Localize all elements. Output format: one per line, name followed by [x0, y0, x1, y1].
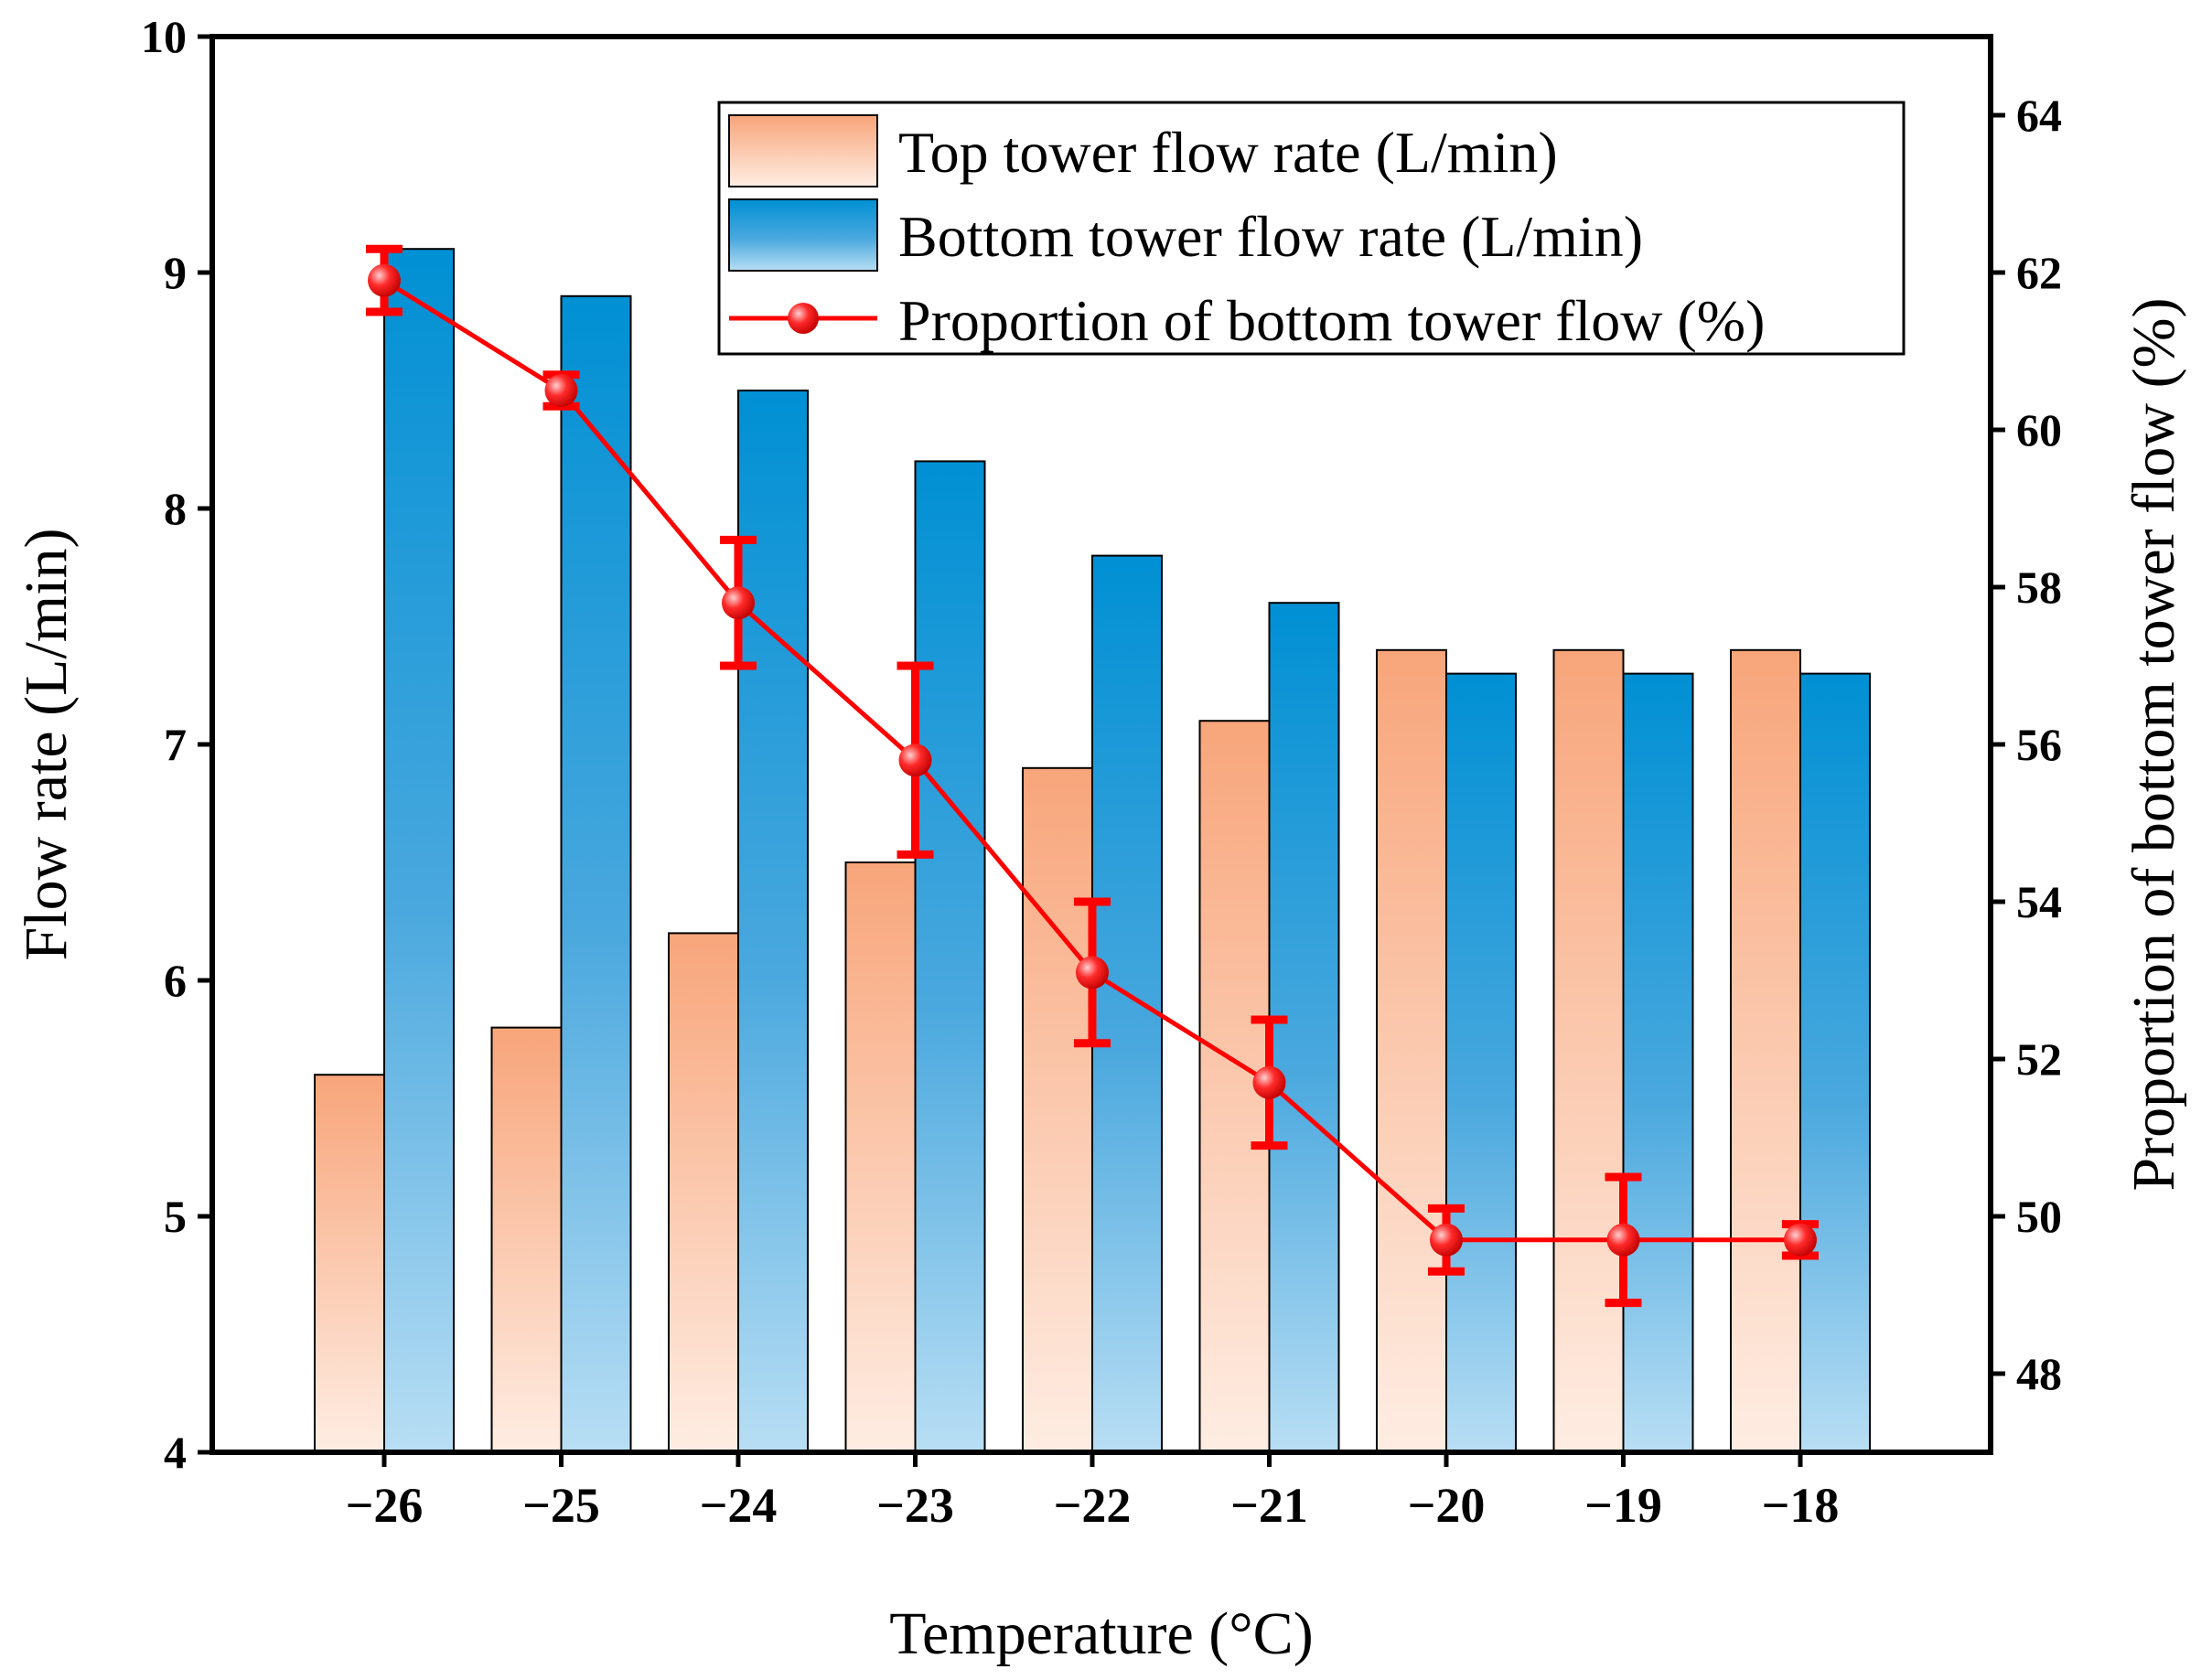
bar-bottom-tower	[1268, 602, 1340, 1453]
proportion-point	[544, 374, 578, 407]
bar-bottom-tower	[383, 248, 455, 1454]
line-layer	[366, 244, 1819, 1308]
left-tick-label: 7	[164, 719, 187, 770]
legend-label-top: Top tower flow rate (L/min)	[898, 120, 1558, 185]
legend: Top tower flow rate (L/min) Bottom tower…	[717, 101, 1906, 356]
proportion-point	[1606, 1223, 1640, 1257]
x-tick-label: −19	[1584, 1478, 1662, 1533]
y2-axis-title: Proportion of bottom tower flow (%)	[2120, 297, 2187, 1191]
right-tick-label: 64	[2016, 90, 2062, 141]
legend-swatch-top	[728, 114, 878, 187]
x-tick-label: −21	[1230, 1478, 1308, 1533]
left-tick-label: 4	[164, 1427, 187, 1478]
legend-label-proportion: Proportion of bottom tower flow (%)	[898, 288, 1765, 353]
bar-bottom-tower	[560, 294, 632, 1453]
right-tick-label: 48	[2016, 1348, 2062, 1399]
bar-top-tower	[314, 1074, 385, 1453]
x-tick-label: −18	[1762, 1478, 1840, 1533]
bar-bottom-tower	[914, 460, 986, 1453]
right-tick-label: 60	[2016, 404, 2062, 455]
left-tick-label: 5	[164, 1191, 187, 1242]
x-tick-label: −25	[522, 1478, 600, 1533]
bar-top-tower	[1730, 648, 1801, 1453]
left-tick-label: 10	[141, 11, 187, 62]
left-tick-label: 9	[164, 247, 187, 298]
right-tick-label: 54	[2016, 876, 2062, 927]
bar-bottom-tower	[1091, 554, 1163, 1453]
proportion-point	[1076, 956, 1109, 990]
bar-top-tower	[668, 932, 739, 1453]
right-tick-label: 52	[2016, 1033, 2062, 1085]
legend-label-bottom: Bottom tower flow rate (L/min)	[898, 204, 1643, 269]
left-axis: 4 5 6 7 8 9 10	[141, 11, 212, 1478]
bar-bottom-tower	[737, 390, 809, 1453]
legend-swatch-bottom	[728, 198, 878, 272]
proportion-point	[1784, 1223, 1817, 1257]
bar-bottom-tower	[1799, 672, 1871, 1453]
proportion-point	[1430, 1223, 1463, 1257]
right-tick-label: 62	[2016, 247, 2062, 298]
legend-swatch-marker	[788, 303, 819, 334]
proportion-point	[1252, 1065, 1286, 1099]
x-axis-title: Temperature (°C)	[889, 1600, 1313, 1667]
x-tick-label: −23	[876, 1478, 954, 1533]
right-tick-label: 50	[2016, 1191, 2062, 1242]
bar-top-tower	[1022, 766, 1093, 1453]
proportion-point	[368, 263, 401, 297]
bar-top-tower	[490, 1026, 563, 1453]
bar-bottom-tower	[1445, 672, 1517, 1453]
bars-layer	[314, 248, 1871, 1454]
bar-top-tower	[1552, 648, 1625, 1453]
x-tick-label: −24	[700, 1478, 778, 1533]
x-axis: −26 −25 −24 −23 −22 −21 −20 −19 −18	[346, 1452, 1840, 1533]
right-tick-label: 56	[2016, 719, 2062, 770]
y-axis-title: Flow rate (L/min)	[13, 529, 80, 961]
x-tick-label: −20	[1408, 1478, 1486, 1533]
x-tick-label: −26	[346, 1478, 424, 1533]
bar-bottom-tower	[1622, 672, 1694, 1453]
left-tick-label: 8	[164, 483, 187, 534]
x-tick-label: −22	[1054, 1478, 1132, 1533]
bar-top-tower	[1376, 648, 1447, 1453]
legend-box	[717, 101, 1906, 356]
right-axis: 48 50 52 54 56 58 60 62 64	[1991, 90, 2062, 1399]
left-tick-label: 6	[164, 955, 187, 1006]
proportion-point	[898, 744, 932, 777]
right-tick-label: 58	[2016, 562, 2062, 613]
bar-top-tower	[844, 861, 917, 1453]
proportion-point	[722, 586, 755, 620]
